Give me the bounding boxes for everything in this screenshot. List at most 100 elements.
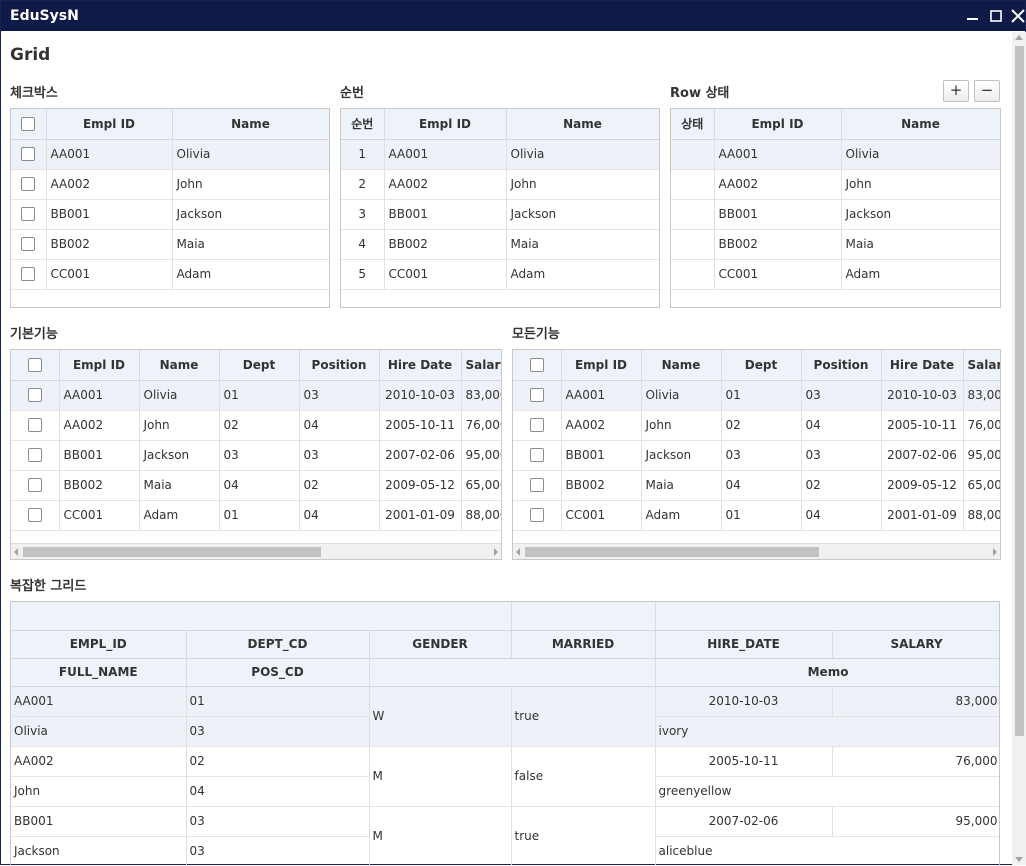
cell-dept[interactable]: 04 (219, 470, 300, 501)
table-row[interactable]: AA002 John (11, 169, 329, 200)
col-header-name[interactable]: Name (506, 109, 659, 140)
cell-name[interactable]: Olivia (172, 139, 329, 170)
cell-salary[interactable]: 65,000 (461, 470, 501, 501)
cell-hire-date[interactable]: 2007-02-06 (655, 806, 833, 837)
cell-dept-cd[interactable]: 01 (186, 686, 370, 717)
close-icon[interactable] (1009, 7, 1026, 25)
cell-hire-date[interactable]: 2009-05-12 (881, 470, 964, 501)
cell-empl-id[interactable]: AA002 (46, 169, 173, 200)
cell-name[interactable]: Adam (506, 259, 659, 290)
cell-empl-id[interactable]: BB002 (561, 470, 642, 501)
row-checkbox[interactable] (513, 440, 562, 471)
table-row[interactable]: Olivia 03 ivory (11, 716, 999, 747)
cell-name[interactable]: Olivia (139, 380, 220, 411)
table-row[interactable]: BB002 Maia (11, 229, 329, 260)
scroll-left-icon[interactable] (14, 548, 18, 556)
col-header-seq[interactable]: 순번 (341, 109, 385, 140)
cell-position[interactable]: 03 (299, 380, 380, 411)
scroll-thumb[interactable] (525, 547, 819, 557)
row-checkbox[interactable] (11, 169, 47, 200)
col-header-dept[interactable]: Dept (721, 350, 802, 381)
cell-empl-id[interactable]: BB001 (561, 440, 642, 471)
row-checkbox[interactable] (513, 500, 562, 531)
select-all-checkbox[interactable] (11, 109, 47, 140)
scroll-thumb[interactable] (23, 547, 321, 557)
cell-name[interactable]: Maia (641, 470, 722, 501)
cell-gender[interactable]: W (369, 686, 512, 747)
cell-position[interactable]: 04 (299, 500, 380, 531)
cell-salary[interactable]: 88,000 (963, 500, 1000, 531)
cell-empl-id[interactable]: BB002 (384, 229, 507, 260)
col-header-dept[interactable]: Dept (219, 350, 300, 381)
cell-salary[interactable]: 95,000 (832, 806, 999, 837)
col-header-empl-id[interactable]: Empl ID (561, 350, 642, 381)
cell-empl-id[interactable]: AA001 (46, 139, 173, 170)
cell-name[interactable]: John (172, 169, 329, 200)
cell-position[interactable]: 03 (299, 440, 380, 471)
table-row[interactable]: 3 BB001 Jackson (341, 199, 659, 230)
row-checkbox[interactable] (513, 470, 562, 501)
cell-hire-date[interactable]: 2007-02-06 (881, 440, 964, 471)
cell-empl-id[interactable]: CC001 (384, 259, 507, 290)
table-row[interactable]: 2 AA002 John (341, 169, 659, 200)
cell-name[interactable]: Maia (172, 229, 329, 260)
cell-hire-date[interactable]: 2001-01-09 (881, 500, 964, 531)
col-header-position[interactable]: Position (299, 350, 380, 381)
cell-hire-date[interactable]: 2005-10-11 (379, 410, 462, 441)
cell-salary[interactable]: 83,000 (832, 686, 999, 717)
cell-dept-cd[interactable]: 02 (186, 746, 370, 777)
cell-empl-id[interactable]: AA001 (561, 380, 642, 411)
cell-empl-id[interactable]: AA002 (59, 410, 140, 441)
col-header-position[interactable]: Position (801, 350, 882, 381)
cell-dept[interactable]: 02 (721, 410, 802, 441)
cell-empl-id[interactable]: AA001 (384, 139, 507, 170)
cell-empl-id[interactable]: BB002 (59, 470, 140, 501)
col-header-full-name[interactable]: FULL_NAME (11, 658, 187, 687)
col-header-dept-cd[interactable]: DEPT_CD (186, 630, 370, 659)
cell-empl-id[interactable]: BB001 (11, 806, 187, 837)
cell-name[interactable]: John (841, 169, 1000, 200)
cell-name[interactable]: Maia (506, 229, 659, 260)
col-header-empl-id[interactable]: Empl ID (46, 109, 173, 140)
cell-empl-id[interactable]: CC001 (561, 500, 642, 531)
cell-position[interactable]: 03 (801, 440, 882, 471)
cell-name[interactable]: Jackson (139, 440, 220, 471)
col-header-empl-id[interactable]: Empl ID (59, 350, 140, 381)
cell-married[interactable]: true (511, 686, 656, 747)
table-row[interactable]: AA001 Olivia (671, 139, 1000, 170)
cell-empl-id[interactable]: BB001 (59, 440, 140, 471)
cell-name[interactable]: Jackson (841, 199, 1000, 230)
cell-position[interactable]: 02 (801, 470, 882, 501)
cell-name[interactable]: John (506, 169, 659, 200)
table-row[interactable]: BB002 Maia (671, 229, 1000, 260)
maximize-icon[interactable] (987, 7, 1005, 25)
cell-empl-id[interactable]: CC001 (714, 259, 842, 290)
cell-empl-id[interactable]: AA001 (714, 139, 842, 170)
cell-memo[interactable]: greenyellow (655, 776, 999, 807)
table-row[interactable]: 5 CC001 Adam (341, 259, 659, 290)
cell-full-name[interactable]: John (11, 776, 187, 807)
cell-name[interactable]: Adam (841, 259, 1000, 290)
col-header-name[interactable]: Name (172, 109, 329, 140)
select-all-checkbox[interactable] (513, 350, 562, 381)
row-checkbox[interactable] (11, 470, 60, 501)
cell-name[interactable]: Adam (139, 500, 220, 531)
cell-hire-date[interactable]: 2010-10-03 (379, 380, 462, 411)
cell-married[interactable]: true (511, 806, 656, 866)
row-checkbox[interactable] (11, 229, 47, 260)
scroll-up-icon[interactable] (1015, 35, 1023, 40)
table-row[interactable]: John 04 greenyellow (11, 776, 999, 807)
cell-hire-date[interactable]: 2005-10-11 (881, 410, 964, 441)
scroll-thumb[interactable] (1015, 46, 1024, 736)
cell-gender[interactable]: M (369, 746, 512, 807)
